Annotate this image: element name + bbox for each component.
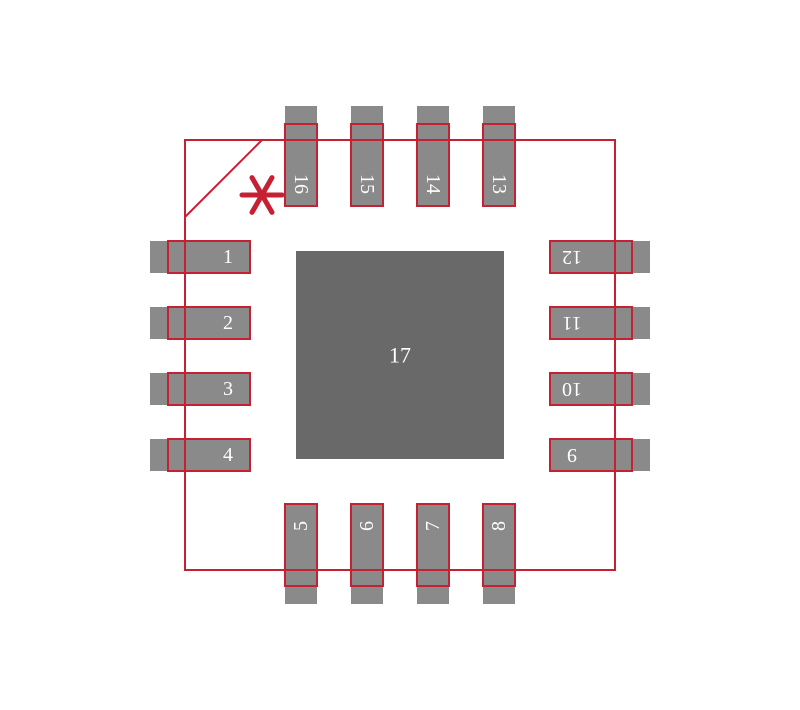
pin-label-3: 3 [223, 378, 233, 400]
pin-label-10: 10 [562, 378, 582, 400]
die-pad-label: 17 [389, 343, 411, 368]
pad-8 [483, 504, 515, 604]
qfn-footprint-diagram: 1712345678910111213141516 [0, 0, 800, 710]
pin-label-15: 15 [356, 174, 378, 194]
pin-label-9: 9 [567, 444, 577, 466]
pin-label-13: 13 [488, 174, 510, 194]
pad-1 [150, 241, 250, 273]
pin-label-2: 2 [223, 312, 233, 334]
pin-label-12: 12 [562, 246, 582, 268]
pad-5 [285, 504, 317, 604]
pin-label-5: 5 [290, 521, 312, 531]
pin-label-6: 6 [356, 521, 378, 531]
pad-2 [150, 307, 250, 339]
pad-9 [550, 439, 650, 471]
pin-label-7: 7 [422, 521, 444, 531]
pin-label-11: 11 [562, 312, 581, 334]
pin-label-16: 16 [290, 174, 312, 194]
pad-3 [150, 373, 250, 405]
pin-label-14: 14 [422, 174, 444, 194]
pin-label-4: 4 [223, 444, 233, 466]
pad-7 [417, 504, 449, 604]
pin-label-1: 1 [223, 246, 233, 268]
pad-4 [150, 439, 250, 471]
pad-6 [351, 504, 383, 604]
pin-label-8: 8 [488, 521, 510, 531]
